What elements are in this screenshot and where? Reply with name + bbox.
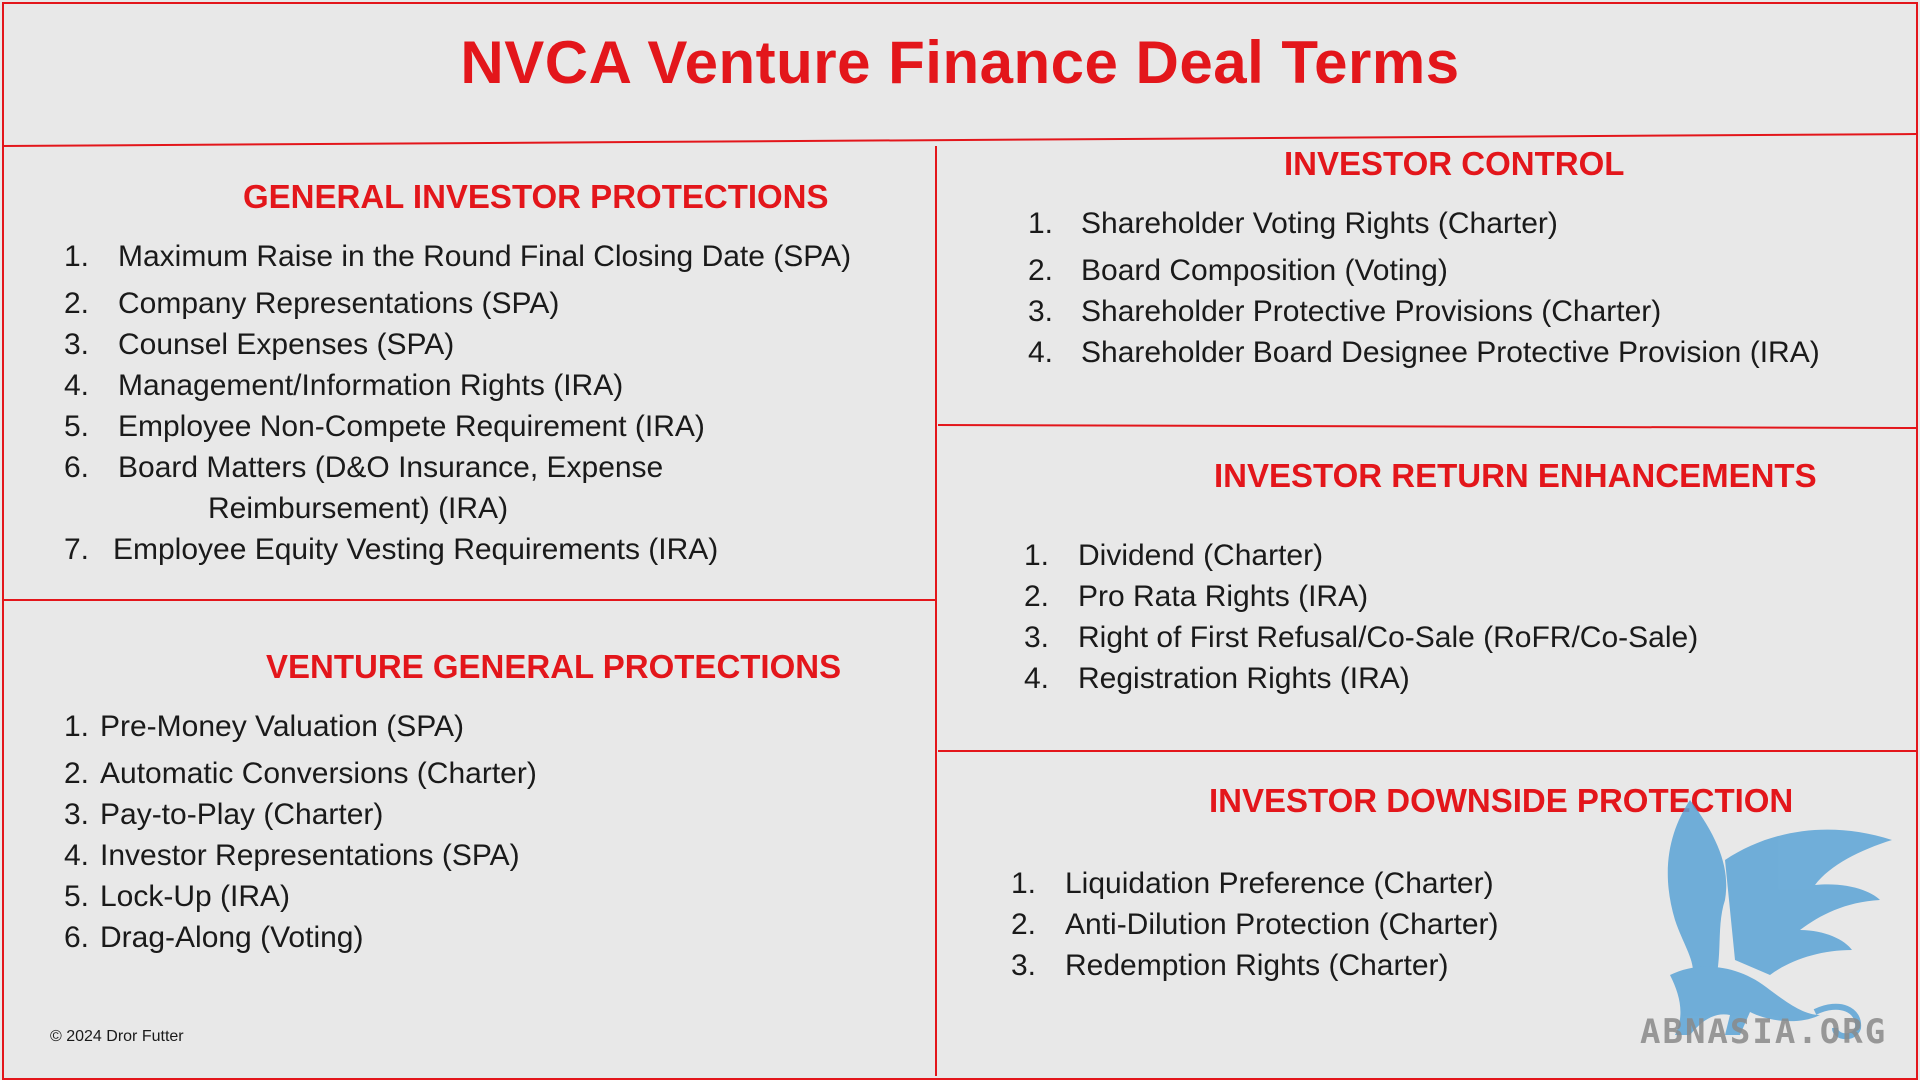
item-number: 5. [64,880,90,913]
venture-general-protections-section: VENTURE GENERAL PROTECTIONS 1. Pre-Money… [64,648,924,958]
item-number: 4. [64,839,90,872]
investor-return-enhancements-section: INVESTOR RETURN ENHANCEMENTS 1. Dividend… [1024,457,1904,699]
item-number: 4. [1024,662,1050,695]
list-item: 2. Board Composition (Voting) [1028,250,1908,291]
item-text: Pro Rata Rights (IRA) [1078,580,1369,613]
copyright-notice: © 2024 Dror Futter [50,1028,184,1045]
list-item-continuation: Reimbursement) (IRA) [64,488,924,529]
item-text: Employee Equity Vesting Requirements (IR… [113,533,719,566]
item-text: Company Representations (SPA) [118,287,560,320]
list-item: 3. Counsel Expenses (SPA) [64,324,924,365]
item-number: 4. [1028,336,1054,369]
item-number: 3. [64,798,90,831]
watermark-text: ABNASIA.ORG [1640,1012,1888,1052]
list-item: 3. Pay-to-Play (Charter) [64,794,924,835]
list-item: 1. Dividend (Charter) [1024,535,1904,576]
page-title: NVCA Venture Finance Deal Terms [460,29,1460,96]
item-text: Board Composition (Voting) [1081,254,1448,287]
item-text: Registration Rights (IRA) [1078,662,1410,695]
investor-control-section: INVESTOR CONTROL 1. Shareholder Voting R… [1028,145,1908,373]
item-text: Dividend (Charter) [1078,539,1324,572]
list-item: 3. Shareholder Protective Provisions (Ch… [1028,291,1908,332]
item-text: Lock-Up (IRA) [100,880,291,913]
item-number: 2. [1028,254,1054,287]
item-text: Pre-Money Valuation (SPA) [100,710,465,743]
list-item: 1. Maximum Raise in the Round Final Clos… [64,236,924,277]
item-text: Automatic Conversions (Charter) [100,757,537,790]
item-number: 6. [64,921,90,954]
list-item: 1. Pre-Money Valuation (SPA) [64,706,924,747]
general-investor-protections-section: GENERAL INVESTOR PROTECTIONS 1. Maximum … [64,178,924,570]
list-item: 5. Employee Non-Compete Requirement (IRA… [64,406,924,447]
investor-return-enhancements-list: 1. Dividend (Charter) 2. Pro Rata Rights… [1024,535,1904,699]
list-item: 2. Company Representations (SPA) [64,283,924,324]
list-item: 5. Lock-Up (IRA) [64,876,924,917]
item-text: Maximum Raise in the Round Final Closing… [118,240,852,273]
item-text: Investor Representations (SPA) [100,839,520,872]
item-text-continuation: Reimbursement) (IRA) [208,492,509,525]
item-text: Liquidation Preference (Charter) [1065,867,1494,900]
item-text: Employee Non-Compete Requirement (IRA) [118,410,705,443]
item-number: 3. [1024,621,1050,654]
investor-downside-protection-section: INVESTOR DOWNSIDE PROTECTION 1. Liquidat… [1011,782,1891,986]
list-item: 6. Drag-Along (Voting) [64,917,924,958]
list-item: 2. Automatic Conversions (Charter) [64,753,924,794]
general-investor-protections-list: 1. Maximum Raise in the Round Final Clos… [64,236,924,570]
item-number: 2. [1024,580,1050,613]
item-number: 1. [1024,539,1050,572]
list-item: 7. Employee Equity Vesting Requirements … [64,529,924,570]
item-text: Pay-to-Play (Charter) [100,798,384,831]
item-text: Right of First Refusal/Co-Sale (RoFR/Co-… [1078,621,1699,654]
list-item: 1. Liquidation Preference (Charter) [1011,863,1891,904]
section-heading: INVESTOR CONTROL [1284,145,1625,182]
item-number: 7. [64,533,90,566]
item-text: Counsel Expenses (SPA) [118,328,455,361]
griffin-logo-icon [1667,800,1892,1040]
item-number: 1. [64,710,90,743]
list-item: 4. Management/Information Rights (IRA) [64,365,924,406]
item-number: 2. [64,287,90,320]
item-number: 6. [64,451,90,484]
item-number: 2. [1011,908,1037,941]
item-number: 4. [64,369,90,402]
list-item: 2. Anti-Dilution Protection (Charter) [1011,904,1891,945]
list-item: 4. Registration Rights (IRA) [1024,658,1904,699]
section-heading: GENERAL INVESTOR PROTECTIONS [243,178,829,215]
list-item: 3. Redemption Rights (Charter) [1011,945,1891,986]
item-text: Board Matters (D&O Insurance, Expense [118,451,664,484]
item-text: Shareholder Board Designee Protective Pr… [1081,336,1820,369]
item-text: Redemption Rights (Charter) [1065,949,1449,982]
item-number: 2. [64,757,90,790]
section-heading: INVESTOR RETURN ENHANCEMENTS [1214,457,1817,494]
item-text: Shareholder Protective Provisions (Chart… [1081,295,1662,328]
list-item: 1. Shareholder Voting Rights (Charter) [1028,203,1908,244]
venture-general-protections-list: 1. Pre-Money Valuation (SPA) 2. Automati… [64,706,924,958]
item-number: 1. [64,240,90,273]
list-item: 3. Right of First Refusal/Co-Sale (RoFR/… [1024,617,1904,658]
item-text: Shareholder Voting Rights (Charter) [1081,207,1558,240]
investor-control-list: 1. Shareholder Voting Rights (Charter) 2… [1028,203,1908,373]
list-item: 2. Pro Rata Rights (IRA) [1024,576,1904,617]
item-number: 3. [1011,949,1037,982]
item-text: Drag-Along (Voting) [100,921,364,954]
section-heading: VENTURE GENERAL PROTECTIONS [266,648,842,685]
list-item: 4. Shareholder Board Designee Protective… [1028,332,1908,373]
list-item: 4. Investor Representations (SPA) [64,835,924,876]
item-number: 1. [1011,867,1037,900]
item-text: Management/Information Rights (IRA) [118,369,624,402]
item-text: Anti-Dilution Protection (Charter) [1065,908,1499,941]
item-number: 3. [1028,295,1054,328]
item-number: 3. [64,328,90,361]
item-number: 1. [1028,207,1054,240]
item-number: 5. [64,410,90,443]
investor-downside-protection-list: 1. Liquidation Preference (Charter) 2. A… [1011,863,1891,986]
list-item: 6. Board Matters (D&O Insurance, Expense [64,447,924,488]
